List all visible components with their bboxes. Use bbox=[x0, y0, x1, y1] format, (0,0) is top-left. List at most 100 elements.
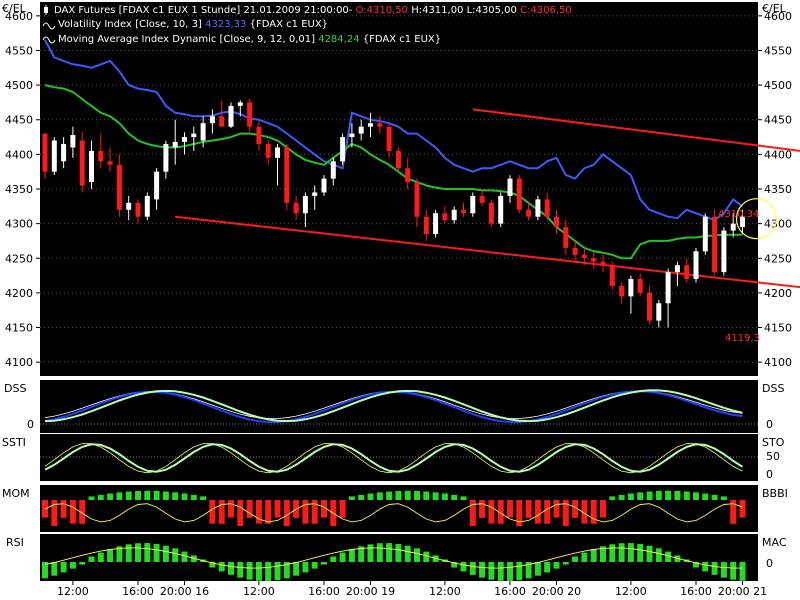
candle bbox=[200, 116, 206, 148]
momentum-bar bbox=[237, 500, 244, 526]
candle bbox=[488, 199, 494, 228]
candle-body bbox=[405, 168, 411, 183]
candle-body bbox=[563, 227, 569, 248]
candle bbox=[451, 206, 457, 224]
rsi-bar bbox=[469, 562, 476, 575]
candle-body bbox=[163, 143, 169, 172]
momentum-bar bbox=[144, 490, 151, 500]
svg-text:DAX Futures [FDAX c1 EUX 1 St: DAX Futures [FDAX c1 EUX 1 Stunde] 21.01… bbox=[54, 5, 572, 16]
price-axis-right: 4100 4150 4200 4250 4300 4350 4400 4450 4500 4550… bbox=[758, 10, 792, 369]
momentum-bar bbox=[441, 493, 448, 500]
rsi-bar bbox=[358, 546, 365, 562]
rsi-bar bbox=[376, 543, 383, 562]
candle-body bbox=[70, 134, 76, 148]
ssti-panel[interactable] bbox=[40, 434, 758, 481]
rsi-bar bbox=[237, 562, 244, 578]
momentum-bar bbox=[97, 494, 104, 500]
xtick-label: 12:00 bbox=[57, 585, 89, 598]
ytick-label-right: 4600 bbox=[764, 10, 792, 23]
momentum-bar bbox=[581, 500, 588, 524]
rsi-bar bbox=[414, 548, 420, 562]
legend-row-instrument[interactable]: DAX Futures [FDAX c1 EUX 1 Stunde] 21.01… bbox=[44, 5, 572, 16]
candle bbox=[154, 168, 160, 210]
momentum-bar bbox=[683, 491, 690, 500]
legend-volatility-values: 4323,33 {FDAX c1 EUX} bbox=[205, 19, 328, 30]
candle-body bbox=[200, 123, 206, 141]
price-axis-left: 4100 4150 4200 4250 4300 4350 4400 4450 4500 4550… bbox=[5, 10, 40, 369]
rsi-bar bbox=[255, 562, 262, 581]
momentum-bar bbox=[283, 500, 290, 526]
candle-body bbox=[312, 192, 318, 196]
momentum-bar bbox=[404, 490, 411, 500]
momentum-bar bbox=[544, 500, 551, 524]
ytick-label-left: 4500 bbox=[5, 79, 33, 92]
candle bbox=[721, 227, 727, 276]
candle bbox=[740, 209, 745, 235]
volatility-index-line bbox=[44, 39, 744, 222]
upper-value-label: 4310,34 bbox=[718, 209, 759, 220]
svg-text:Volatility Index [Close, 10, 3: Volatility Index [Close, 10, 3] 4323,33 … bbox=[58, 19, 328, 30]
candle-body bbox=[591, 258, 597, 262]
trend-channel bbox=[175, 108, 800, 289]
momentum-bar bbox=[488, 500, 495, 524]
candle bbox=[237, 100, 243, 117]
candle-body bbox=[126, 202, 132, 210]
candle-body bbox=[647, 292, 652, 321]
momentum-bar bbox=[469, 500, 476, 526]
momentum-bar bbox=[609, 496, 616, 500]
momentum-yellow-line bbox=[44, 503, 743, 523]
rsi-bar bbox=[590, 549, 597, 562]
ssti-label: SSTI bbox=[2, 436, 26, 449]
dss-panel[interactable] bbox=[40, 380, 758, 433]
moving-average-line bbox=[44, 84, 743, 260]
ytick-label-right: 4250 bbox=[764, 252, 792, 265]
candle-body bbox=[321, 178, 327, 193]
rsi-bar bbox=[460, 562, 467, 572]
candle bbox=[461, 202, 466, 217]
momentum-bar bbox=[172, 492, 179, 500]
candle bbox=[302, 192, 308, 228]
rsi-bar bbox=[730, 562, 737, 580]
highlight-ring bbox=[735, 198, 778, 240]
candle bbox=[256, 121, 262, 151]
candle-body bbox=[479, 195, 485, 203]
candle-body bbox=[414, 182, 420, 217]
legend-instrument-values: - O:4310,50 H:4311,00 L:4305,00 C:4306,5… bbox=[349, 5, 572, 16]
candle-body bbox=[684, 265, 690, 280]
rsi-bar bbox=[702, 562, 709, 572]
rsi-yellow-line bbox=[44, 547, 743, 569]
rsi-bar bbox=[562, 562, 569, 565]
candle-body bbox=[702, 216, 708, 252]
channel-lower-line bbox=[175, 215, 800, 289]
candle-body bbox=[293, 202, 299, 214]
xtick-label: 20:00 19 bbox=[346, 585, 395, 598]
candle-body bbox=[340, 137, 346, 162]
candle-body bbox=[609, 265, 615, 286]
candle-body bbox=[89, 150, 94, 183]
rsi-bar bbox=[693, 562, 699, 568]
candle bbox=[330, 157, 336, 186]
candle bbox=[637, 273, 643, 297]
price-panel[interactable] bbox=[40, 2, 758, 376]
rsi-bar bbox=[283, 562, 290, 579]
ytick-label-right: 4100 bbox=[764, 356, 792, 369]
bbbi-label: BBBI bbox=[762, 487, 788, 500]
ytick-label-left: 4350 bbox=[5, 183, 33, 196]
ytick-label-left: 4250 bbox=[5, 252, 33, 265]
legend-value-1-0: 4323,33 bbox=[205, 19, 246, 30]
candle-body bbox=[637, 279, 643, 293]
momentum-bar bbox=[190, 494, 197, 500]
rsi-bar bbox=[572, 556, 579, 562]
candle-body bbox=[665, 272, 671, 304]
legend-row-moving-average[interactable]: Moving Average Index Dynamic [Close, 9, … bbox=[42, 34, 442, 45]
candle bbox=[628, 275, 634, 314]
candle-body bbox=[423, 216, 429, 235]
legend-row-volatility[interactable]: Volatility Index [Close, 10, 3] 4323,33 … bbox=[42, 19, 328, 30]
momentum-bar bbox=[311, 500, 318, 524]
momentum-bar bbox=[386, 491, 393, 500]
momentum-bar bbox=[414, 490, 420, 500]
candle-body bbox=[581, 254, 587, 259]
legend-value-2-1: {FDAX c1 EUX} bbox=[360, 34, 442, 45]
candle bbox=[712, 209, 718, 276]
momentum-bar bbox=[702, 493, 709, 500]
